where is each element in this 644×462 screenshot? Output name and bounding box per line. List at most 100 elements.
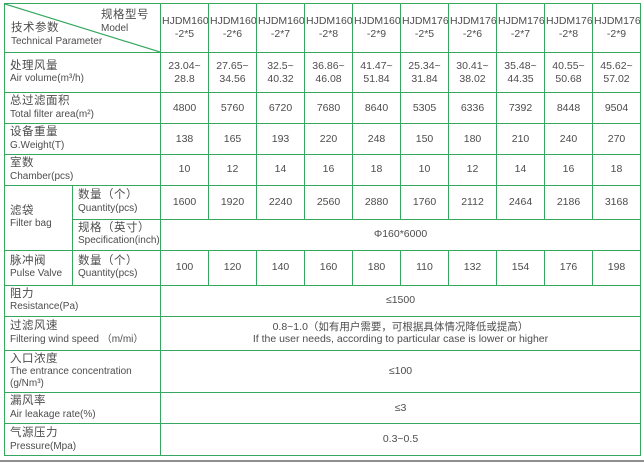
model-name: HJDM176 — [594, 15, 641, 28]
label-zh: 处理风量 — [10, 59, 58, 72]
model-size: -2*6 — [462, 28, 483, 40]
label-en: Pressure(Mpa) — [10, 440, 77, 452]
model-size: -2*9 — [366, 28, 387, 40]
air-volume-value: 27.65~ 34.56 — [208, 52, 257, 93]
model-size: -2*5 — [174, 28, 195, 40]
filter-bag-quantity-value: 2112 — [448, 184, 497, 220]
chamber-value: 10 — [160, 153, 209, 186]
pulse-valve-quantity-value: 176 — [544, 249, 593, 286]
model-name: HJDM160 — [162, 15, 209, 28]
model-size: -2*7 — [510, 28, 531, 40]
model-header-4: HJDM160 -2*9 — [352, 3, 401, 53]
filter-bag-label: 滤袋 Filter bag — [4, 184, 73, 251]
filter-bag-quantity-value: 1920 — [208, 184, 257, 220]
row-filtering-wind-speed: 过滤风速 Filtering wind speed （m/mi） 0.8~1.0… — [4, 315, 641, 351]
air-volume-value: 40.55~ 50.68 — [544, 52, 593, 93]
pulse-valve-quantity-value: 132 — [448, 249, 497, 286]
row-chamber: 室数 Chamber(pcs) 10 12 14 16 18 10 12 14 … — [4, 153, 641, 186]
filter-bag-quantity-label: 数量（个） Quantity(pcs) — [72, 184, 161, 220]
model-axis-label: 规格型号 Model — [101, 9, 149, 35]
filter-bag-spec-value: Φ160*6000 — [160, 218, 641, 251]
filter-bag-quantity-value: 2880 — [352, 184, 401, 220]
pulse-valve-quantity-value: 100 — [160, 249, 209, 286]
pulse-valve-quantity-value: 110 — [400, 249, 449, 286]
air-volume-value: 41.47~ 51.84 — [352, 52, 401, 93]
model-header-6: HJDM176 -2*6 — [448, 3, 497, 53]
model-header-3: HJDM160 -2*8 — [304, 3, 353, 53]
filter-area-value: 8448 — [544, 92, 593, 124]
filter-bag-quantity-value: 2464 — [496, 184, 545, 220]
weight-value: 220 — [304, 123, 353, 155]
model-name: HJDM176 — [498, 15, 545, 28]
label-zh: 阻力 — [10, 287, 34, 300]
air-volume-value: 23.04~ 28.8 — [160, 52, 209, 93]
weight-value: 240 — [544, 123, 593, 155]
air-volume-value: 45.62~ 57.02 — [592, 52, 641, 93]
row-air-leakage: 漏风率 Air leakage rate(%) ≤3 — [4, 392, 641, 425]
header-row: 规格型号 Model 技术参数 Technical Parameter HJDM… — [4, 3, 641, 53]
air-volume-value: 30.41~ 38.02 — [448, 52, 497, 93]
row-resistance: 阻力 Resistance(Pa) ≤1500 — [4, 284, 641, 317]
parameter-label-zh: 技术参数 — [11, 22, 59, 35]
pulse-valve-quantity-value: 198 — [592, 249, 641, 286]
chamber-value: 12 — [448, 153, 497, 186]
label-en: Pulse Valve — [10, 268, 63, 280]
parameter-label-en: Technical Parameter — [11, 36, 103, 47]
row-pressure: 气源压力 Pressure(Mpa) 0.3~0.5 — [4, 423, 641, 457]
filter-bag-quantity-value: 1600 — [160, 184, 209, 220]
label-en: Quantity(pcs) — [78, 202, 138, 214]
model-header-0: HJDM160 -2*5 — [160, 3, 209, 53]
label-en: Filtering wind speed （m/mi） — [10, 333, 144, 345]
technical-parameter-table: 规格型号 Model 技术参数 Technical Parameter HJDM… — [4, 3, 641, 457]
wind-speed-value-zh: 0.8~1.0（如有用户需要，可根据具体情况降低或提高） — [272, 320, 529, 333]
label-en: Total filter area(m²) — [10, 108, 94, 120]
model-name: HJDM160 — [258, 15, 305, 28]
model-header-5: HJDM176 -2*5 — [400, 3, 449, 53]
label-en: Air leakage rate(%) — [10, 409, 96, 421]
row-filter-bag-spec: 规格（英寸） Specification(inch) Φ160*6000 — [5, 218, 641, 251]
weight-value: 138 — [160, 123, 209, 155]
pulse-valve-quantity-label: 数量（个） Quantity(pcs) — [72, 249, 161, 286]
filter-bag-quantity-value: 1760 — [400, 184, 449, 220]
chamber-value: 14 — [256, 153, 305, 186]
label-zh: 入口浓度 — [10, 352, 58, 365]
label-en: G.Weight(T) — [10, 139, 65, 151]
filter-bag-spec-label: 规格（英寸） Specification(inch) — [72, 218, 161, 251]
wind-speed-value-en: If the user needs, according to particul… — [252, 333, 549, 346]
weight-value: 150 — [400, 123, 449, 155]
air-leakage-label: 漏风率 Air leakage rate(%) — [4, 392, 161, 425]
filter-area-value: 6336 — [448, 92, 497, 124]
pulse-valve-quantity-value: 140 — [256, 249, 305, 286]
air-volume-label: 处理风量 Air volume(m³/h) — [4, 52, 161, 93]
model-size: -2*8 — [558, 28, 579, 40]
row-weight: 设备重量 G.Weight(T) 138 165 193 220 248 150… — [4, 123, 641, 155]
model-name: HJDM176 — [402, 15, 449, 28]
row-air-volume: 处理风量 Air volume(m³/h) 23.04~ 28.8 27.65~… — [4, 52, 641, 93]
label-zh: 规格（英寸） — [78, 221, 150, 234]
filter-area-value: 7392 — [496, 92, 545, 124]
label-zh: 脉冲阀 — [10, 254, 46, 267]
filter-area-value: 5305 — [400, 92, 449, 124]
weight-label: 设备重量 G.Weight(T) — [4, 123, 161, 155]
chamber-value: 10 — [400, 153, 449, 186]
label-en: The entrance concentration (g/Nm³) — [10, 366, 132, 390]
weight-value: 270 — [592, 123, 641, 155]
diagonal-line — [5, 4, 160, 52]
resistance-label: 阻力 Resistance(Pa) — [4, 284, 161, 317]
label-zh: 滤袋 — [10, 204, 34, 217]
chamber-value: 16 — [304, 153, 353, 186]
model-label-zh: 规格型号 — [101, 9, 149, 21]
air-volume-value: 32.5~ 40.32 — [256, 52, 305, 93]
row-filter-bag-quantity: 滤袋 Filter bag 数量（个） Quantity(pcs) 1600 1… — [4, 184, 641, 251]
air-volume-value: 36.86~ 46.08 — [304, 52, 353, 93]
label-zh: 室数 — [10, 156, 34, 169]
filter-area-value: 8640 — [352, 92, 401, 124]
filter-area-value: 5760 — [208, 92, 257, 124]
row-entrance-concentration: 入口浓度 The entrance concentration (g/Nm³) … — [4, 349, 641, 394]
model-label-en: Model — [101, 22, 129, 34]
label-en: Filter bag — [10, 218, 52, 230]
label-zh: 过滤风速 — [10, 320, 58, 333]
chamber-value: 16 — [544, 153, 593, 186]
model-header-8: HJDM176 -2*8 — [544, 3, 593, 53]
